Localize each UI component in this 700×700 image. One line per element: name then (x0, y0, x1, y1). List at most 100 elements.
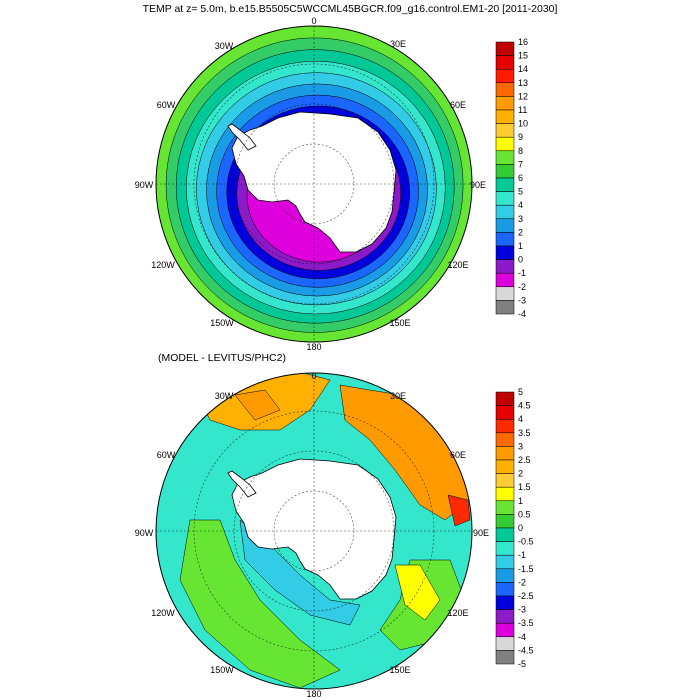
colorbar-swatch (495, 245, 515, 260)
colorbar-label: -1.5 (518, 564, 534, 574)
antarctic-peninsula (227, 470, 257, 498)
colorbar-swatch (495, 41, 515, 56)
colorbar-label: 8 (518, 146, 523, 156)
colorbar-swatch (495, 527, 515, 542)
colorbar-label: -5 (518, 659, 526, 669)
colorbar-label: 6 (518, 173, 523, 183)
colorbar-label: -3 (518, 605, 526, 615)
lon-label-30e: 30E (390, 39, 406, 49)
colorbar-label: 0 (518, 523, 523, 533)
colorbar-swatch (495, 272, 515, 288)
colorbar-label: 0.5 (518, 509, 531, 519)
antarctic-peninsula (227, 123, 257, 151)
lon-label-0: 0 (311, 371, 316, 381)
colorbar-label: 2 (518, 227, 523, 237)
lon-label-150e: 150E (389, 665, 410, 675)
colorbar-swatch (495, 554, 515, 570)
colorbar-swatch (495, 191, 515, 206)
colorbar-swatch (495, 232, 515, 247)
colorbar-swatch (495, 568, 515, 583)
colorbar-swatch (495, 582, 515, 597)
colorbar-label: 14 (518, 64, 528, 74)
colorbar-swatch (495, 446, 515, 461)
colorbar-label: 0 (518, 255, 523, 265)
colorbar-label: 4 (518, 414, 523, 424)
colorbar-label: 15 (518, 51, 528, 61)
graticule (156, 26, 472, 342)
colorbar-swatch (495, 650, 515, 665)
colorbar-swatch (495, 218, 515, 233)
colorbar-label: 3 (518, 441, 523, 451)
colorbar-label: 3.5 (518, 428, 531, 438)
colorbar-label: 7 (518, 159, 523, 169)
colorbar-label: -4 (518, 632, 526, 642)
colorbar-swatch (495, 55, 515, 70)
lon-label-90e: 90E (470, 180, 486, 190)
colorbar-label: -2 (518, 282, 526, 292)
colorbar-swatch (495, 123, 515, 138)
lon-label-150w: 150W (210, 665, 234, 675)
colorbar-swatch (495, 204, 515, 220)
lon-label-90w: 90W (135, 180, 154, 190)
colorbar-swatch (495, 514, 515, 529)
colorbar-swatch (495, 418, 515, 434)
map-panel-model: 0 30E 60E 90E 120E 150E 180 150W 120W 90… (135, 16, 528, 352)
colorbar-label: -2.5 (518, 591, 534, 601)
panel-subtitle: (MODEL - LEVITUS/PHC2) (158, 352, 286, 364)
colorbar-label: 1.5 (518, 482, 531, 492)
colorbar-label: 5 (518, 387, 523, 397)
colorbar-swatch (495, 486, 515, 502)
lon-label-30e: 30E (390, 391, 406, 401)
colorbar-label: 5 (518, 187, 523, 197)
colorbar-label: 13 (518, 78, 528, 88)
colorbar-label: 3 (518, 214, 523, 224)
colorbar-label: 16 (518, 37, 528, 47)
lon-label-60e: 60E (450, 450, 466, 460)
colorbar-swatch (495, 286, 515, 301)
colorbar-label: 11 (518, 105, 527, 115)
colorbar-label: -3.5 (518, 618, 534, 628)
colorbar-swatch (495, 68, 515, 84)
colorbar-label: 2.5 (518, 455, 531, 465)
colorbar-swatch (495, 109, 515, 124)
lon-label-120e: 120E (447, 608, 468, 618)
colorbar-label: -3 (518, 295, 526, 305)
lon-label-120e: 120E (447, 260, 468, 270)
colorbar-label: -1 (518, 268, 526, 278)
colorbar-swatch (495, 500, 515, 515)
colorbar-swatch (495, 459, 515, 474)
map-border (155, 372, 473, 690)
region-yellow-band (394, 564, 441, 621)
lon-label-30w: 30W (215, 391, 234, 401)
graticule (156, 373, 472, 689)
colorbar-swatch (495, 177, 515, 192)
colorbar-swatch (495, 136, 515, 152)
colorbar-label: 10 (518, 119, 528, 129)
colorbar-label: 4 (518, 200, 523, 210)
colorbar-swatch (495, 300, 515, 315)
lon-label-180: 180 (306, 342, 321, 352)
colorbar-label: -1 (518, 550, 526, 560)
lon-label-120w: 120W (151, 260, 175, 270)
colorbar-swatch (495, 82, 515, 97)
colorbar-swatch (495, 391, 515, 406)
colorbar-label: -4.5 (518, 645, 534, 655)
region-pacific-green (179, 519, 341, 689)
colorbar-label: -2 (518, 577, 526, 587)
region-atlantic-orange (234, 389, 281, 421)
lon-label-90e: 90E (473, 528, 489, 538)
colorbar-label: -4 (518, 309, 526, 319)
colorbar-label: 1 (518, 241, 523, 251)
region-indian-hot (447, 494, 471, 527)
map-panel-difference: (MODEL - LEVITUS/PHC2) (135, 352, 534, 699)
colorbar-swatch (495, 96, 515, 111)
lon-label-60w: 60W (157, 100, 176, 110)
colorbar-swatch (495, 636, 515, 651)
colorbar-swatch (495, 541, 515, 556)
colorbar-label: 2 (518, 469, 523, 479)
lon-label-150w: 150W (210, 318, 234, 328)
colorbar-swatch (495, 622, 515, 638)
colorbar-swatch (495, 609, 515, 624)
